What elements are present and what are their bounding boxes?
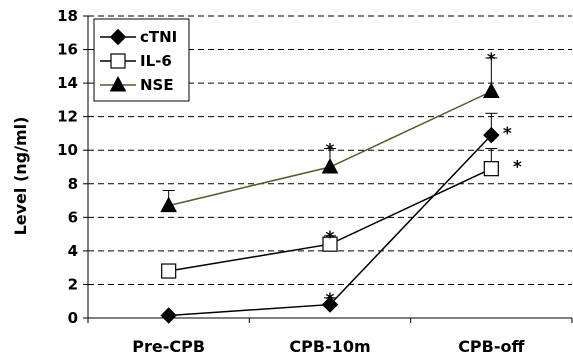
data-point bbox=[160, 196, 178, 213]
series-il6: ** bbox=[161, 148, 522, 279]
legend-item: NSE bbox=[100, 75, 174, 94]
legend-label: NSE bbox=[140, 76, 174, 94]
legend: cTNI IL-6 NSE bbox=[93, 18, 190, 102]
data-point bbox=[321, 296, 339, 313]
y-tick-label: 8 bbox=[68, 175, 78, 193]
significance-marker: * bbox=[487, 50, 496, 70]
y-tick-label: 6 bbox=[68, 208, 78, 226]
y-tick-label: 12 bbox=[57, 108, 78, 126]
legend-marker bbox=[109, 28, 127, 46]
data-point bbox=[161, 263, 177, 279]
legend-label: IL-6 bbox=[140, 52, 172, 70]
x-category-label: CPB-off bbox=[458, 337, 525, 356]
y-tick-label: 16 bbox=[57, 41, 78, 59]
y-tick-label: 18 bbox=[57, 7, 78, 25]
significance-marker: * bbox=[326, 228, 335, 248]
y-tick-label: 4 bbox=[68, 242, 78, 260]
y-tick-label: 0 bbox=[68, 309, 78, 327]
data-point bbox=[483, 126, 500, 144]
significance-marker: * bbox=[513, 158, 522, 178]
data-point bbox=[482, 82, 500, 98]
significance-marker: * bbox=[326, 141, 335, 161]
legend-label: cTNI bbox=[140, 28, 177, 46]
series-group: ****** bbox=[160, 50, 522, 324]
y-axis-title: Level (ng/ml) bbox=[11, 117, 30, 236]
significance-marker: * bbox=[503, 124, 512, 144]
legend-marker bbox=[110, 53, 126, 69]
legend-item: IL-6 bbox=[100, 52, 172, 70]
data-point bbox=[160, 307, 177, 324]
y-tick-label: 10 bbox=[57, 141, 78, 159]
series-nse: ** bbox=[160, 50, 500, 213]
legend-marker bbox=[109, 75, 127, 92]
y-tick-label: 2 bbox=[68, 275, 78, 293]
significance-marker: * bbox=[326, 290, 335, 310]
data-point bbox=[322, 236, 338, 252]
x-category-label: CPB-10m bbox=[289, 337, 370, 356]
data-point bbox=[321, 157, 339, 174]
legend-item: cTNI bbox=[100, 28, 177, 46]
x-category-label: Pre-CPB bbox=[132, 337, 205, 356]
series-ctni: ** bbox=[160, 112, 512, 324]
legend-box bbox=[93, 18, 190, 102]
y-tick-label: 14 bbox=[57, 74, 78, 92]
data-point bbox=[483, 161, 499, 177]
